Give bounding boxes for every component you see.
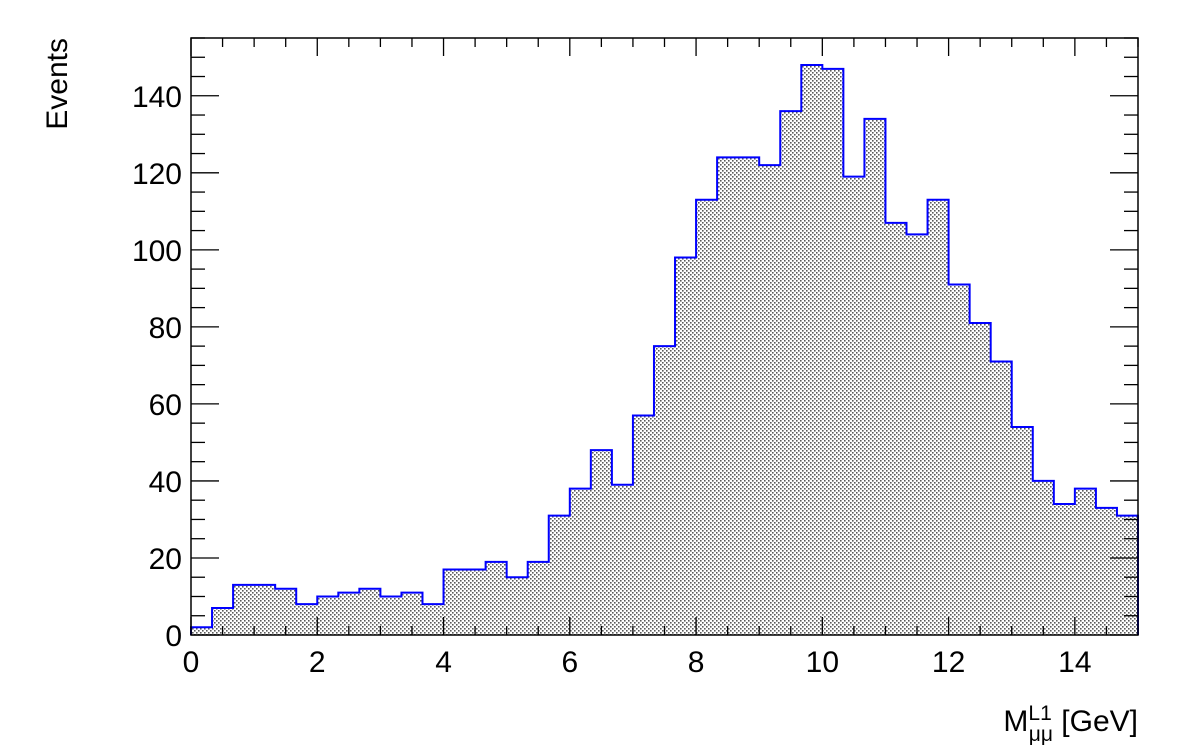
- histogram-bin: [717, 157, 739, 635]
- histogram-bin: [401, 592, 423, 635]
- x-tick-label: 14: [1058, 646, 1091, 679]
- y-tick-label: 80: [149, 312, 182, 345]
- y-tick-label: 20: [149, 543, 182, 576]
- histogram-bin: [590, 450, 613, 635]
- histogram-bin: [1011, 427, 1034, 635]
- histogram-bin: [548, 515, 571, 635]
- histogram-bin: [296, 604, 318, 635]
- histogram-bin: [969, 323, 991, 635]
- histogram-bin: [990, 361, 1013, 635]
- histogram-bin: [212, 608, 234, 635]
- histogram-bin: [822, 68, 844, 635]
- histogram-bin: [359, 588, 381, 635]
- x-tick-label: 4: [435, 646, 452, 679]
- histogram-bin: [1074, 488, 1097, 635]
- x-tick-label: 8: [688, 646, 705, 679]
- x-tick-label: 0: [183, 646, 200, 679]
- x-tick-label: 2: [309, 646, 326, 679]
- histogram-bin: [948, 284, 970, 635]
- y-tick-label: 40: [149, 466, 182, 499]
- axis-ticks: [190, 37, 1139, 636]
- histogram-bin: [254, 584, 276, 635]
- histogram-bin: [1032, 480, 1055, 635]
- histogram-bin: [780, 111, 802, 635]
- y-tick-label: 0: [165, 620, 182, 653]
- histogram-bin: [1053, 504, 1076, 635]
- histogram-bin: [696, 199, 718, 635]
- x-axis-title: ML1 μμ [GeV]: [1003, 702, 1138, 746]
- histogram-bin: [906, 234, 928, 635]
- x-tick-label: 12: [932, 646, 965, 679]
- histogram-bin: [317, 596, 339, 635]
- histogram-bin: [233, 584, 255, 635]
- histogram-bin: [506, 577, 529, 635]
- histogram-bin: [632, 415, 655, 635]
- histogram-bin: [338, 592, 360, 635]
- histogram-bin: [464, 569, 486, 635]
- histogram-bin: [653, 346, 676, 635]
- histogram-bin: [1116, 515, 1139, 635]
- histogram-bin: [927, 199, 949, 635]
- histogram-bin: [527, 561, 550, 635]
- histogram-bin: [1095, 507, 1118, 635]
- y-tick-label: 120: [132, 158, 182, 191]
- histogram-bin: [191, 627, 213, 635]
- y-tick-labels: 0 20 40 60 80 100 120 140: [132, 81, 182, 653]
- histogram-bin: [864, 118, 886, 636]
- histogram-bins: [191, 64, 1139, 636]
- y-tick-label: 100: [132, 235, 182, 268]
- histogram-bin: [485, 561, 507, 635]
- histogram-bin: [675, 257, 697, 635]
- y-tick-label: 60: [149, 389, 182, 422]
- y-axis-title: Events: [41, 38, 74, 130]
- histogram-bin: [443, 569, 465, 635]
- x-tick-label: 6: [561, 646, 578, 679]
- histogram-bin: [885, 222, 907, 635]
- histogram-bin: [759, 165, 781, 636]
- histogram-bin: [569, 488, 592, 635]
- histogram-bin: [843, 176, 865, 635]
- histogram-bin: [801, 64, 823, 635]
- x-tick-label: 10: [806, 646, 839, 679]
- histogram-bin: [422, 604, 444, 635]
- histogram-bin: [380, 596, 402, 635]
- histogram-outline: [190, 63, 1139, 635]
- y-tick-label: 140: [132, 81, 182, 114]
- histogram-bin: [738, 157, 760, 635]
- histogram-bin: [611, 484, 634, 635]
- histogram-bin: [275, 588, 297, 635]
- x-tick-labels: 0 2 4 6 8 10 12 14: [183, 646, 1092, 679]
